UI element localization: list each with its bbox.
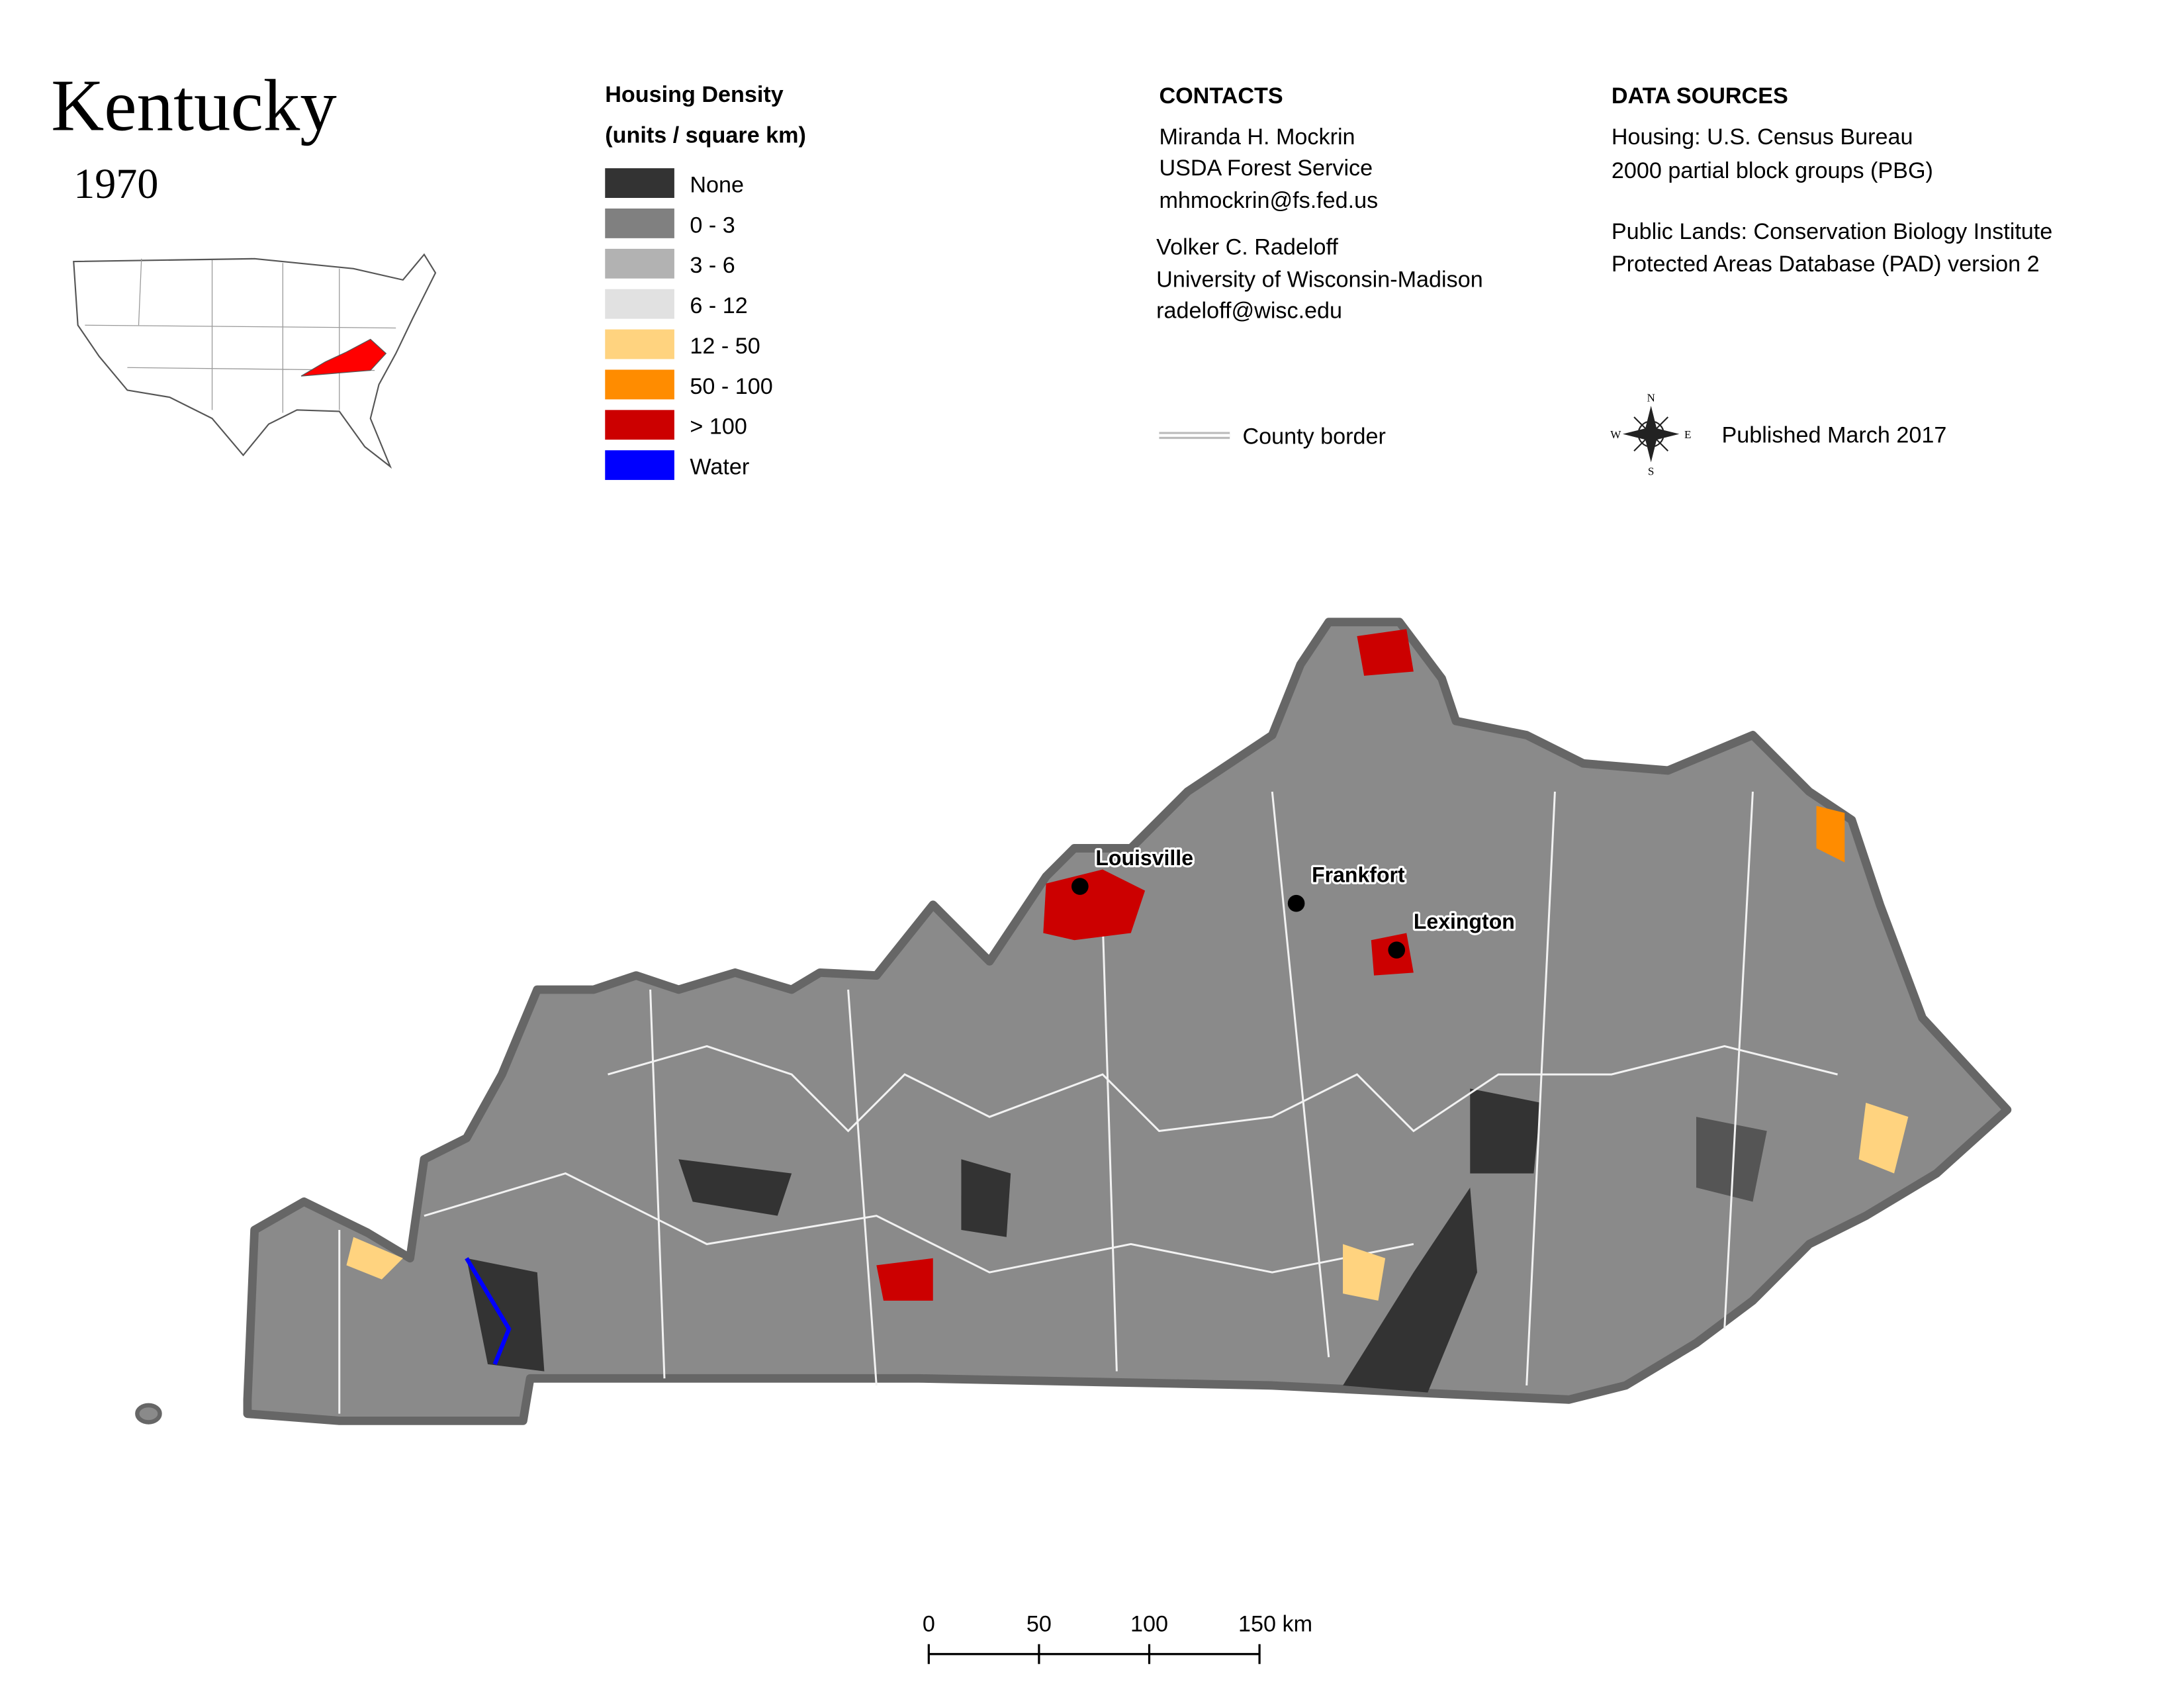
title: Kentucky [51,65,337,146]
county-border-label: County border [1242,424,1385,449]
data-sources: Housing: U.S. Census Bureau 2000 partial… [1612,124,2052,277]
kentucky-map [135,618,2012,1425]
scale-bar: 0 50 100 150 km [923,1612,1312,1664]
compass-s: S [1648,465,1655,478]
data-sources-heading: DATA SOURCES [1612,83,1788,109]
scale-label: 100 [1130,1612,1168,1637]
contact-line: mhmockrin@fs.fed.us [1159,188,1378,213]
legend-label: Water [690,455,749,480]
cities: Louisville Frankfort Lexington [1071,844,1517,959]
year: 1970 [73,160,158,207]
scale-label: 50 [1026,1612,1052,1637]
contact-line: Volker C. Radeloff [1156,234,1338,259]
legend-label: None [690,172,744,197]
legend-label: > 100 [690,414,747,440]
legend-swatch [605,248,674,279]
city-dot [1388,941,1406,959]
legend-swatch [605,289,674,319]
source-line: Housing: U.S. Census Bureau [1612,124,1913,150]
contact-line: Miranda H. Mockrin [1159,124,1355,150]
legend-swatch [605,209,674,238]
compass-e: E [1684,428,1691,441]
city-label: Louisville [1095,846,1193,870]
legend-label: 0 - 3 [690,212,735,238]
source-line: Public Lands: Conservation Biology Insti… [1612,219,2052,244]
contact-line: University of Wisconsin-Madison [1156,267,1483,293]
contacts-heading: CONTACTS [1159,83,1283,109]
published: Published March 2017 [1721,422,1946,447]
contact-line: USDA Forest Service [1159,156,1373,181]
legend-label: 6 - 12 [690,293,747,318]
compass-w: W [1610,428,1621,441]
legend-swatch [605,369,674,400]
source-line: Protected Areas Database (PAD) version 2 [1612,252,2040,277]
legend-swatch [605,329,674,359]
city-dot [1071,878,1089,895]
legend-swatch [605,410,674,440]
legend-subtitle: (units / square km) [605,123,806,148]
city-dot [1287,894,1305,912]
city-label: Lexington [1414,910,1515,933]
legend-swatch [605,168,674,198]
legend: None 0 - 3 3 - 6 6 - 12 12 - 50 50 - 100 > 100… [605,168,773,481]
source-line: 2000 partial block groups (PBG) [1612,158,1933,183]
legend-title: Housing Density [605,82,783,107]
us-inset [73,253,437,469]
compass: N S W E [1610,392,1691,478]
compass-n: N [1647,392,1655,404]
legend-label: 12 - 50 [690,334,760,359]
scale-label: 150 km [1238,1612,1312,1637]
legend-label: 3 - 6 [690,253,735,278]
contact-line: radeloff@wisc.edu [1156,299,1342,324]
legend-label: 50 - 100 [690,374,772,399]
city-label: Frankfort [1312,863,1405,887]
legend-swatch [605,450,674,481]
contacts: Miranda H. Mockrin USDA Forest Service m… [1156,124,1483,324]
scale-label: 0 [923,1612,935,1637]
